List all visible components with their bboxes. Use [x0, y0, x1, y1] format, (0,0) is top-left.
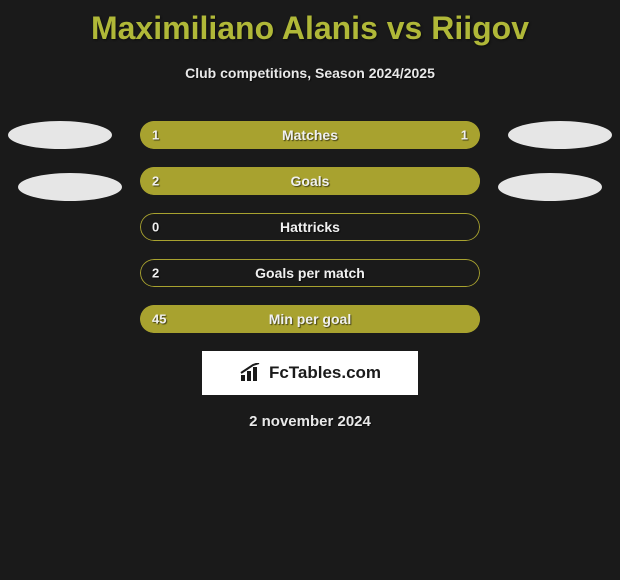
- stat-row: Min per goal45: [140, 305, 480, 333]
- logo-box[interactable]: FcTables.com: [202, 351, 418, 395]
- date-label: 2 november 2024: [0, 413, 620, 430]
- stat-value-left: 2: [152, 174, 159, 189]
- stat-label: Hattricks: [140, 219, 480, 235]
- stat-value-left: 1: [152, 128, 159, 143]
- chart-icon: [239, 363, 265, 383]
- player-left-avatar-2: [18, 173, 122, 201]
- stat-value-right: 1: [461, 128, 468, 143]
- stats-block: Matches11Goals2Hattricks0Goals per match…: [0, 121, 620, 333]
- player-right-avatar-2: [498, 173, 602, 201]
- stat-value-left: 45: [152, 312, 166, 327]
- stat-row: Matches1 1: [140, 121, 480, 149]
- player-left-avatar: [8, 121, 112, 149]
- stat-label: Goals: [140, 173, 480, 189]
- stat-row: Goals per match2: [140, 259, 480, 287]
- stat-row: Hattricks0: [140, 213, 480, 241]
- logo-text: FcTables.com: [269, 363, 381, 383]
- player-right-avatar: [508, 121, 612, 149]
- stat-label: Matches: [140, 127, 480, 143]
- page-title: Maximiliano Alanis vs Riigov: [0, 0, 620, 47]
- stat-value-left: 0: [152, 220, 159, 235]
- stat-row: Goals2: [140, 167, 480, 195]
- subtitle: Club competitions, Season 2024/2025: [0, 65, 620, 81]
- stat-value-left: 2: [152, 266, 159, 281]
- stat-label: Min per goal: [140, 311, 480, 327]
- stat-label: Goals per match: [140, 265, 480, 281]
